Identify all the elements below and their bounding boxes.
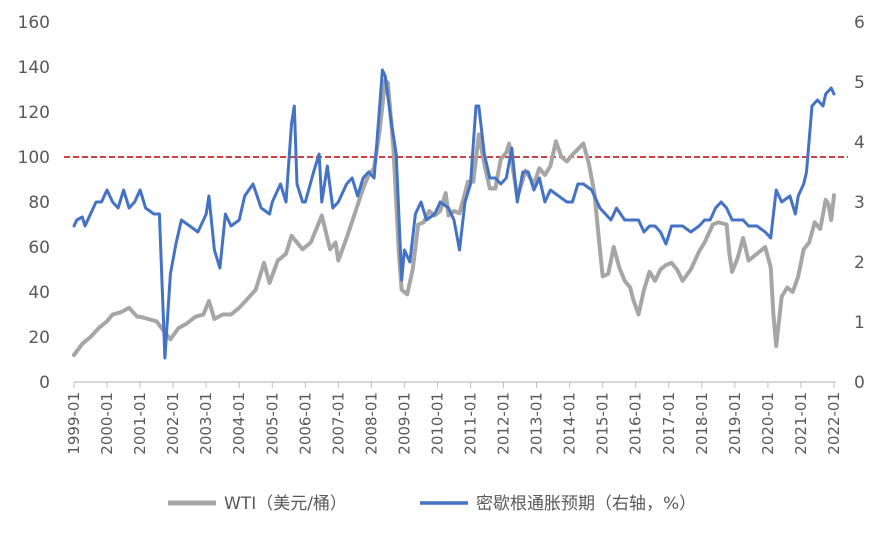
series-line-0 [72, 78, 836, 357]
x-tick-label: 2015-01 [594, 392, 612, 455]
x-tick-label: 2012-01 [495, 392, 513, 455]
x-tick-label: 2009-01 [395, 392, 413, 455]
right-axis-ticks: 0 1 2 3 4 5 6 [854, 13, 865, 393]
right-tick-label: 5 [854, 73, 865, 93]
right-tick-label: 1 [854, 313, 865, 333]
x-tick-label: 2010-01 [428, 392, 446, 455]
x-axis-ticks: 1999-01 2000-01 2001-01 2002-01 2003-01 2004-… [65, 382, 843, 455]
x-tick-label: 2003-01 [197, 392, 215, 455]
x-tick-label: 2014-01 [561, 392, 579, 455]
left-tick-label: 120 [18, 103, 50, 123]
x-tick-label: 2019-01 [726, 392, 744, 455]
right-tick-label: 0 [854, 373, 865, 393]
x-tick-label: 2002-01 [164, 392, 182, 455]
x-tick-label: 2008-01 [362, 392, 380, 455]
x-tick-label: 2005-01 [263, 392, 281, 455]
x-tick-label: 2000-01 [98, 392, 116, 455]
x-tick-label: 2007-01 [329, 392, 347, 455]
x-tick-label: 2006-01 [296, 392, 314, 455]
x-tick-label: 2021-01 [792, 392, 810, 455]
x-tick-label: 2016-01 [627, 392, 645, 455]
left-tick-label: 60 [28, 238, 50, 258]
left-tick-label: 100 [18, 148, 50, 168]
x-tick-label: 2022-01 [825, 392, 843, 455]
left-tick-label: 40 [28, 283, 50, 303]
left-tick-label: 140 [18, 58, 50, 78]
right-tick-label: 6 [854, 13, 865, 33]
series-line-1 [72, 68, 836, 360]
right-tick-label: 4 [854, 133, 865, 153]
left-tick-label: 0 [39, 373, 50, 393]
x-tick-label: 2001-01 [131, 392, 149, 455]
x-tick-label: 2013-01 [528, 392, 546, 455]
x-tick-label: 2020-01 [759, 392, 777, 455]
x-tick-label: 2011-01 [462, 392, 480, 455]
left-tick-label: 20 [28, 328, 50, 348]
right-tick-label: 3 [854, 193, 865, 213]
left-axis-ticks: 0 20 40 60 80 100 120 140 160 [18, 13, 50, 393]
legend-label-0: WTI（美元/桶） [224, 494, 347, 514]
x-tick-label: 2018-01 [693, 392, 711, 455]
series-group [72, 68, 836, 360]
left-tick-label: 160 [18, 13, 50, 33]
x-tick-label: 2004-01 [230, 392, 248, 455]
right-tick-label: 2 [854, 253, 865, 273]
legend: WTI（美元/桶） 密歇根通胀预期（右轴，%） [168, 494, 696, 514]
legend-label-1: 密歇根通胀预期（右轴，%） [476, 494, 696, 514]
x-tick-label: 1999-01 [65, 392, 83, 455]
left-tick-label: 80 [28, 193, 50, 213]
x-tick-label: 2017-01 [660, 392, 678, 455]
